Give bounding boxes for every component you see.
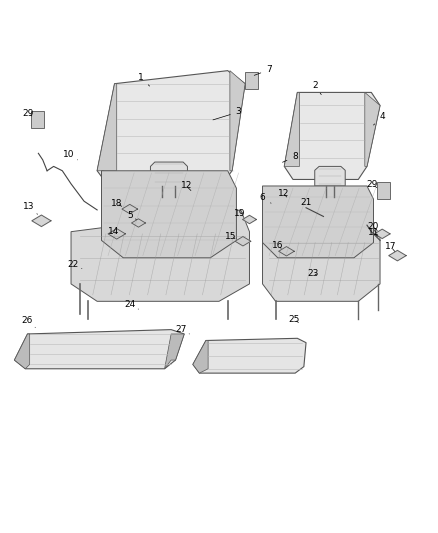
- Text: 29: 29: [23, 109, 34, 118]
- Text: 22: 22: [67, 260, 82, 269]
- Polygon shape: [230, 71, 245, 171]
- Text: 20: 20: [368, 222, 379, 231]
- Text: 3: 3: [213, 108, 241, 120]
- Polygon shape: [14, 329, 184, 369]
- Text: 29: 29: [367, 180, 378, 189]
- Polygon shape: [262, 186, 374, 258]
- Text: 25: 25: [288, 315, 300, 324]
- Text: 12: 12: [180, 181, 192, 191]
- Polygon shape: [102, 171, 237, 258]
- Polygon shape: [315, 166, 345, 186]
- Polygon shape: [245, 72, 258, 90]
- Text: 12: 12: [278, 189, 289, 198]
- Polygon shape: [131, 219, 145, 227]
- Polygon shape: [262, 223, 380, 301]
- Polygon shape: [71, 210, 250, 301]
- Polygon shape: [108, 229, 125, 239]
- Polygon shape: [389, 251, 406, 261]
- Text: 14: 14: [108, 227, 120, 236]
- Polygon shape: [235, 237, 251, 246]
- Text: 7: 7: [254, 65, 272, 75]
- Text: 6: 6: [260, 193, 271, 203]
- Polygon shape: [284, 92, 380, 180]
- Polygon shape: [279, 247, 294, 256]
- Polygon shape: [97, 84, 117, 171]
- Text: 8: 8: [283, 152, 298, 162]
- Polygon shape: [377, 182, 390, 199]
- Polygon shape: [243, 215, 256, 224]
- Text: 2: 2: [312, 82, 321, 94]
- Text: 13: 13: [23, 202, 38, 214]
- Polygon shape: [193, 341, 208, 373]
- Text: 19: 19: [234, 209, 246, 218]
- Text: 10: 10: [63, 150, 78, 160]
- Text: 15: 15: [226, 231, 237, 240]
- Text: 23: 23: [307, 269, 318, 278]
- Polygon shape: [193, 338, 306, 373]
- Text: 18: 18: [111, 199, 123, 208]
- Text: 11: 11: [368, 228, 379, 237]
- Text: 4: 4: [374, 112, 385, 125]
- Text: 5: 5: [127, 211, 136, 220]
- Polygon shape: [374, 229, 390, 239]
- Text: 27: 27: [175, 325, 189, 334]
- Polygon shape: [97, 71, 245, 188]
- Polygon shape: [150, 162, 187, 184]
- Text: 26: 26: [21, 317, 35, 327]
- Text: 17: 17: [385, 243, 397, 252]
- Polygon shape: [31, 111, 44, 128]
- Polygon shape: [14, 334, 30, 369]
- Polygon shape: [32, 215, 51, 227]
- Text: 16: 16: [272, 241, 283, 250]
- Polygon shape: [122, 204, 138, 214]
- Polygon shape: [165, 334, 184, 369]
- Text: 24: 24: [124, 300, 138, 309]
- Text: 21: 21: [300, 198, 312, 207]
- Polygon shape: [284, 92, 300, 166]
- Polygon shape: [365, 92, 380, 166]
- Text: 1: 1: [138, 72, 150, 86]
